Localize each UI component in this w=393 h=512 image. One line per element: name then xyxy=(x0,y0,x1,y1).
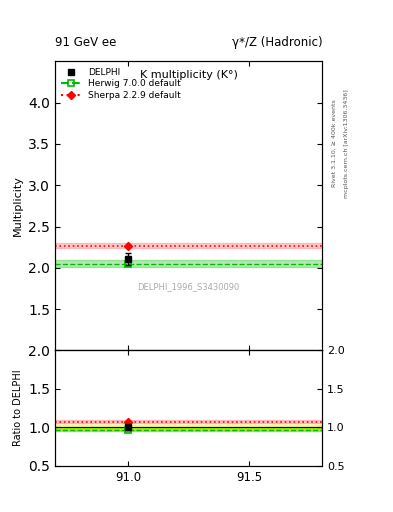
Y-axis label: Multiplicity: Multiplicity xyxy=(13,176,23,237)
Text: Rivet 3.1.10, ≥ 400k events: Rivet 3.1.10, ≥ 400k events xyxy=(332,99,337,187)
Text: K multiplicity (K°): K multiplicity (K°) xyxy=(140,70,238,80)
Legend: DELPHI, Herwig 7.0.0 default, Sherpa 2.2.9 default: DELPHI, Herwig 7.0.0 default, Sherpa 2.2… xyxy=(59,66,183,102)
Text: γ*/Z (Hadronic): γ*/Z (Hadronic) xyxy=(231,36,322,49)
Text: 91 GeV ee: 91 GeV ee xyxy=(55,36,116,49)
Y-axis label: Ratio to DELPHI: Ratio to DELPHI xyxy=(13,370,23,446)
Text: DELPHI_1996_S3430090: DELPHI_1996_S3430090 xyxy=(138,282,240,291)
Text: mcplots.cern.ch [arXiv:1306.3436]: mcplots.cern.ch [arXiv:1306.3436] xyxy=(344,89,349,198)
